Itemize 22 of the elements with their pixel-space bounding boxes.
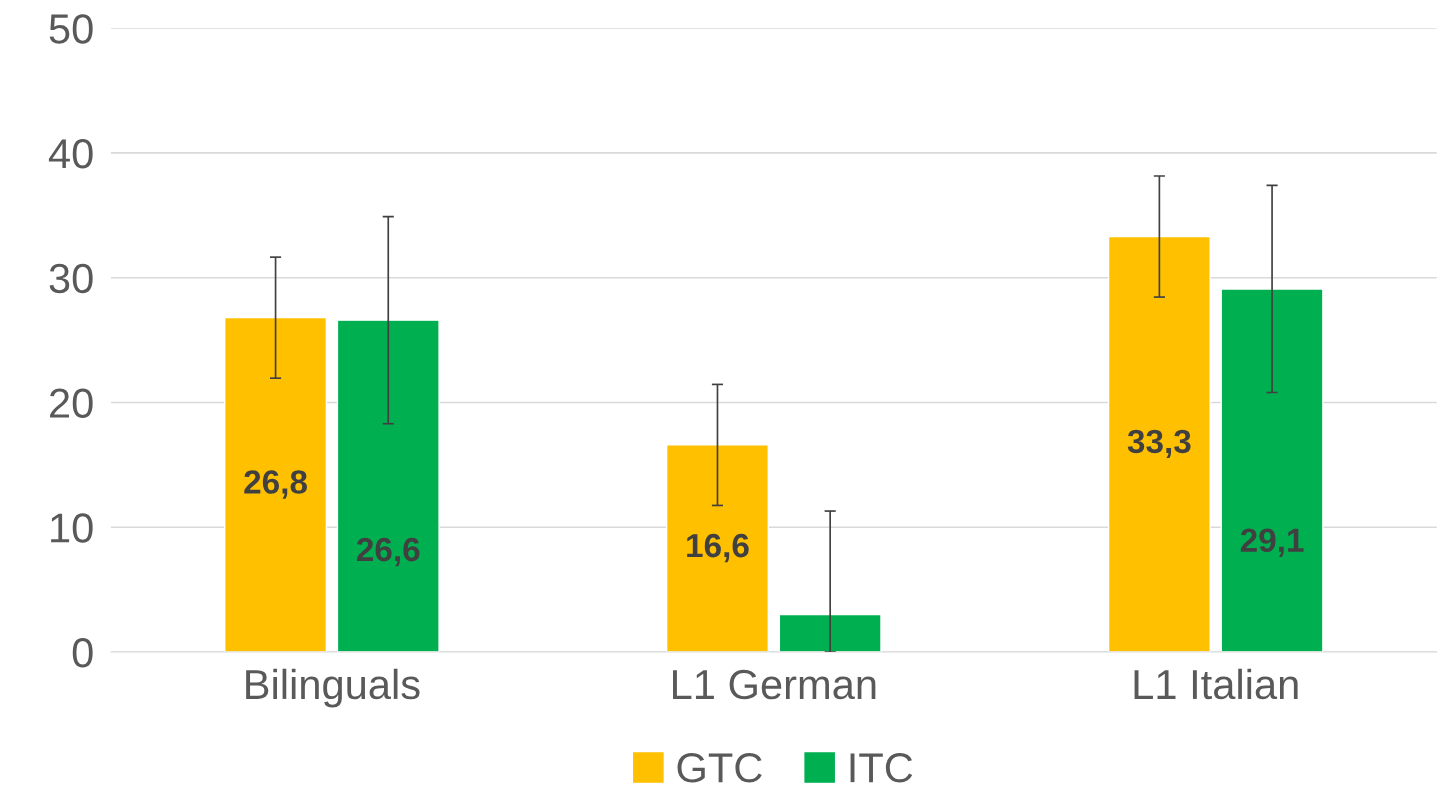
x-tick-label: Bilinguals bbox=[246, 668, 420, 708]
data-label: 29,1 bbox=[1240, 528, 1304, 557]
y-tick-label: 30 bbox=[49, 263, 93, 294]
y-tick-label: 10 bbox=[51, 513, 93, 543]
y-tick-label: 20 bbox=[50, 388, 93, 419]
y-tick-label: 0 bbox=[72, 638, 93, 668]
bar bbox=[1220, 288, 1324, 653]
data-label: 26,8 bbox=[244, 470, 307, 499]
x-tick-label: L1 German bbox=[673, 669, 876, 700]
bar bbox=[336, 319, 440, 653]
data-label: 26,6 bbox=[356, 537, 420, 567]
bar bbox=[1107, 235, 1211, 653]
bar bbox=[224, 316, 328, 653]
bar bbox=[778, 613, 882, 653]
y-tick-label: 40 bbox=[48, 138, 93, 169]
legend-label: ITC bbox=[850, 753, 913, 783]
x-tick-label: L1 Italian bbox=[1134, 668, 1298, 700]
legend-label: GTC bbox=[677, 753, 762, 783]
y-tick-label: 50 bbox=[49, 14, 93, 44]
bar bbox=[665, 444, 769, 653]
data-label: 16,6 bbox=[687, 533, 749, 563]
data-label: 33,3 bbox=[1127, 429, 1191, 459]
